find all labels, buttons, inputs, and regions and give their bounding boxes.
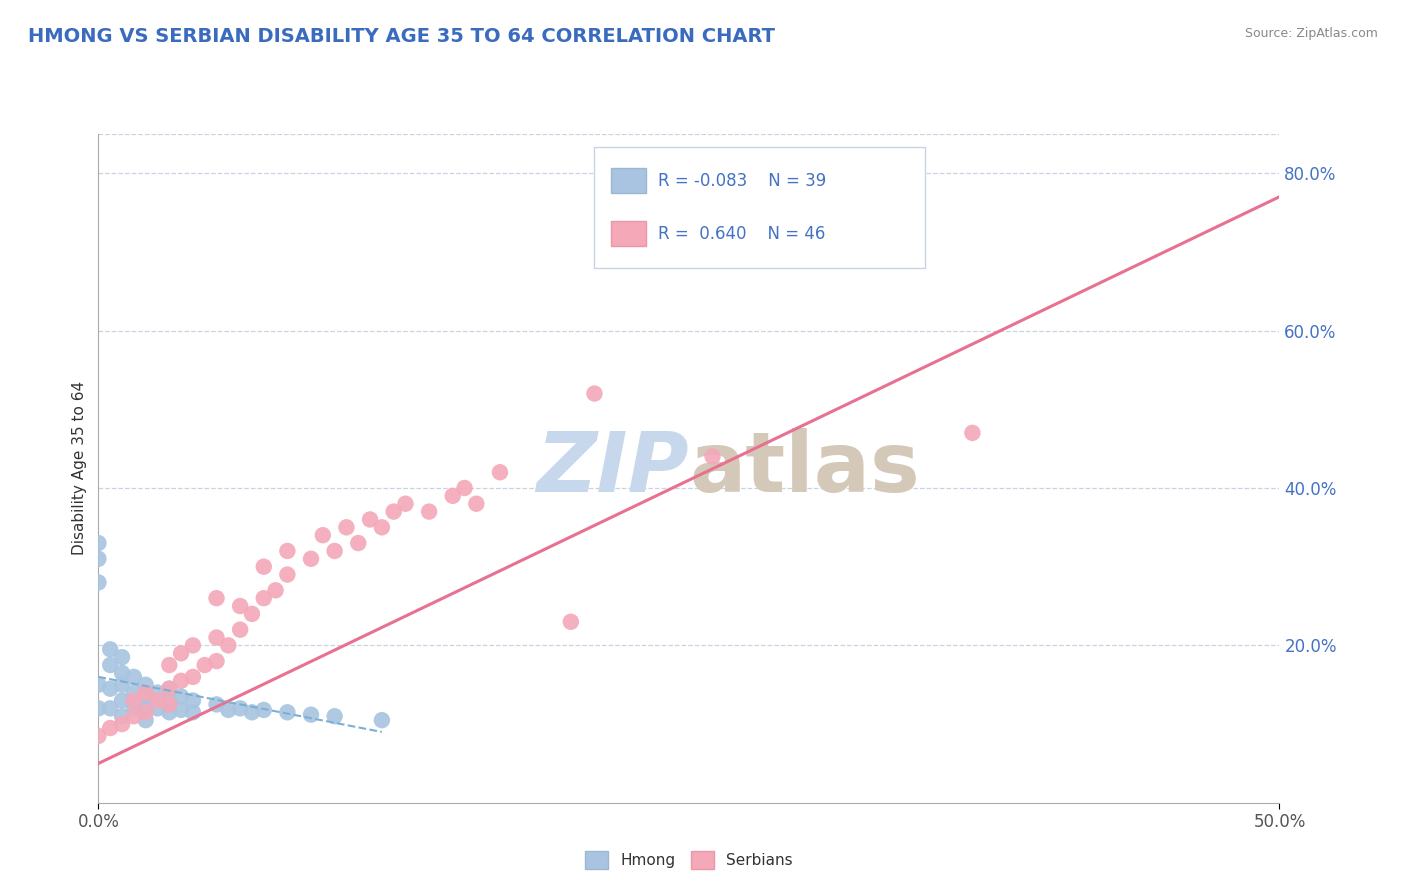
Point <box>157 681 180 696</box>
Point <box>170 703 193 717</box>
Point <box>146 685 169 699</box>
Point <box>87 536 110 550</box>
Point <box>394 497 416 511</box>
Point <box>418 505 440 519</box>
Y-axis label: Disability Age 35 to 64: Disability Age 35 to 64 <box>72 381 87 556</box>
Point <box>170 690 193 704</box>
Point <box>962 425 984 440</box>
Point <box>146 693 169 707</box>
Point <box>135 701 157 715</box>
Point <box>87 701 110 715</box>
Point <box>111 665 134 680</box>
Point <box>205 698 228 712</box>
Point <box>276 567 298 582</box>
Point <box>253 591 276 606</box>
Point <box>170 673 193 688</box>
Point <box>111 709 134 723</box>
Point <box>111 717 134 731</box>
Point <box>702 450 724 464</box>
Point <box>98 642 121 657</box>
Text: R = -0.083    N = 39: R = -0.083 N = 39 <box>658 172 825 190</box>
Point <box>98 701 121 715</box>
Point <box>111 693 134 707</box>
Text: R =  0.640    N = 46: R = 0.640 N = 46 <box>658 225 825 243</box>
Point <box>253 559 276 574</box>
Point <box>181 639 204 653</box>
Point <box>347 536 370 550</box>
Point <box>181 693 204 707</box>
Text: HMONG VS SERBIAN DISABILITY AGE 35 TO 64 CORRELATION CHART: HMONG VS SERBIAN DISABILITY AGE 35 TO 64… <box>28 27 775 45</box>
Point <box>111 650 134 665</box>
Point <box>382 505 405 519</box>
Point <box>359 512 381 526</box>
Legend: Hmong, Serbians: Hmong, Serbians <box>579 845 799 875</box>
Point <box>371 520 394 534</box>
Point <box>299 551 322 566</box>
Point <box>229 599 252 613</box>
Point <box>181 706 204 720</box>
Point <box>276 706 298 720</box>
Point <box>453 481 475 495</box>
Point <box>98 721 121 735</box>
Point <box>181 670 204 684</box>
Point <box>205 591 228 606</box>
Point <box>240 706 263 720</box>
Point <box>122 693 145 707</box>
Point <box>205 631 228 645</box>
Point <box>229 701 252 715</box>
Point <box>122 701 145 715</box>
Point <box>299 707 322 722</box>
Point <box>111 678 134 692</box>
Point <box>323 544 346 558</box>
Point <box>157 693 180 707</box>
Text: atlas: atlas <box>689 428 920 508</box>
Point <box>323 709 346 723</box>
Point <box>87 551 110 566</box>
Point <box>157 706 180 720</box>
Point <box>135 713 157 727</box>
Point <box>276 544 298 558</box>
Point <box>217 703 239 717</box>
Point <box>135 706 157 720</box>
Point <box>560 615 582 629</box>
Point <box>253 703 276 717</box>
Point <box>122 709 145 723</box>
Point <box>98 658 121 673</box>
Point <box>122 670 145 684</box>
Point <box>240 607 263 621</box>
Point <box>98 681 121 696</box>
Text: ZIP: ZIP <box>536 428 689 508</box>
Point <box>205 654 228 668</box>
Point <box>87 729 110 743</box>
Point <box>87 678 110 692</box>
Point <box>170 646 193 660</box>
Text: Source: ZipAtlas.com: Source: ZipAtlas.com <box>1244 27 1378 40</box>
Point <box>489 465 512 479</box>
Point <box>583 386 606 401</box>
Point <box>122 685 145 699</box>
Point <box>335 520 357 534</box>
Point <box>157 658 180 673</box>
Point <box>194 658 217 673</box>
Point <box>157 681 180 696</box>
Point <box>465 497 488 511</box>
Point <box>135 690 157 704</box>
Point <box>229 623 252 637</box>
Point <box>371 713 394 727</box>
Point <box>264 583 287 598</box>
Point <box>135 685 157 699</box>
Point <box>217 639 239 653</box>
Point <box>312 528 335 542</box>
Point <box>441 489 464 503</box>
Point <box>87 575 110 590</box>
Point <box>146 701 169 715</box>
Point <box>135 678 157 692</box>
Point <box>157 698 180 712</box>
